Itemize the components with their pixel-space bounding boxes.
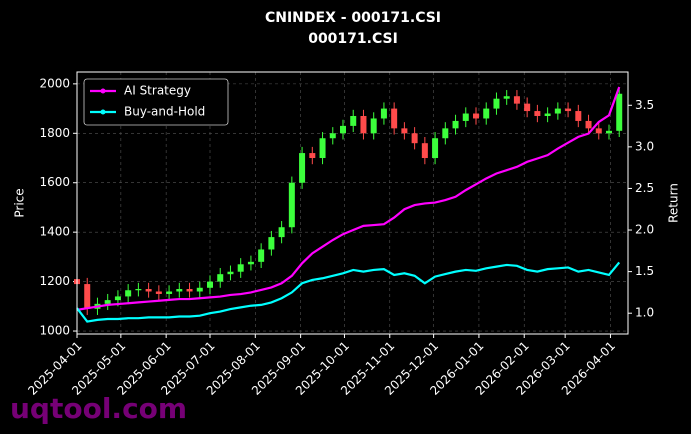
candle-body	[483, 108, 490, 119]
candle-body	[227, 271, 234, 275]
y2-tick-label: 3.5	[635, 98, 654, 112]
candle-body	[329, 133, 336, 139]
y-tick-label: 1600	[39, 175, 70, 189]
legend-box	[83, 78, 229, 126]
candle-body	[207, 281, 213, 288]
y2-tick-label: 1.5	[635, 264, 654, 278]
candle-body	[391, 108, 398, 129]
legend-marker	[100, 109, 106, 115]
candle-body	[278, 227, 285, 238]
return-line	[76, 261, 621, 323]
candle-body	[268, 237, 275, 250]
plot-frame	[76, 71, 629, 335]
candle-body	[299, 153, 306, 183]
y2-tick-label: 1.0	[635, 306, 654, 320]
y2-tick-label: 2.5	[635, 181, 654, 195]
candle-body	[513, 96, 520, 104]
candle-body	[442, 128, 449, 139]
candle-body	[616, 93, 623, 131]
watermark: uqtool.com	[10, 392, 187, 425]
y2-tick-label: 3.0	[635, 139, 654, 153]
candle-body	[258, 249, 265, 262]
candle-body	[452, 120, 459, 129]
candle-body	[360, 115, 367, 134]
y-tick-label: 2000	[39, 76, 70, 90]
candle-body	[145, 289, 152, 292]
candle-body	[217, 274, 224, 282]
legend-marker	[100, 88, 106, 94]
candle-body	[370, 118, 377, 134]
candle-body	[166, 291, 173, 294]
candle-body	[114, 296, 121, 301]
candle-body	[380, 108, 387, 119]
candle-body	[155, 291, 162, 294]
chart-subtitle: 000171.CSI	[308, 31, 398, 47]
candle-body	[84, 284, 91, 309]
candle-body	[524, 103, 531, 112]
candle-body	[554, 108, 561, 114]
candle-body	[606, 130, 612, 134]
candle-body	[411, 133, 418, 144]
candle-body	[575, 111, 582, 121]
candle-body	[104, 300, 111, 304]
candle-body	[196, 287, 203, 292]
candle-body	[309, 153, 316, 159]
candle-body	[288, 182, 295, 228]
candle-body	[421, 143, 428, 159]
chart-title: CNINDEX - 000171.CSI	[265, 10, 441, 26]
candle-body	[473, 113, 479, 119]
candle-body	[237, 264, 244, 272]
legend-label: AI Strategy	[124, 84, 191, 98]
candle-body	[125, 290, 132, 297]
candle-body	[135, 289, 142, 291]
candle-body	[340, 125, 346, 134]
candle-body	[503, 96, 510, 99]
candle-body	[595, 128, 602, 134]
candle-body	[544, 113, 551, 116]
candle-body	[247, 261, 254, 265]
candle-body	[565, 108, 572, 112]
candle-body	[462, 113, 469, 121]
candle-body	[176, 289, 183, 292]
y2-axis-label: Return	[667, 183, 681, 223]
candle-body	[350, 115, 357, 126]
candle-body	[585, 120, 592, 129]
candle-body	[534, 111, 541, 116]
candle-body	[319, 138, 326, 159]
y-tick-label: 1200	[39, 274, 70, 288]
candle-body	[493, 98, 500, 109]
candle-body	[432, 138, 439, 159]
y-tick-label: 1400	[39, 225, 70, 239]
y-tick-label: 1800	[39, 126, 70, 140]
candle-body	[401, 128, 408, 134]
y2-tick-label: 2.0	[635, 223, 654, 237]
return-line	[76, 86, 621, 311]
legend-label: Buy-and-Hold	[124, 105, 205, 119]
candle-body	[186, 289, 193, 292]
y-axis-label: Price	[13, 188, 27, 217]
y-tick-label: 1000	[39, 324, 70, 338]
